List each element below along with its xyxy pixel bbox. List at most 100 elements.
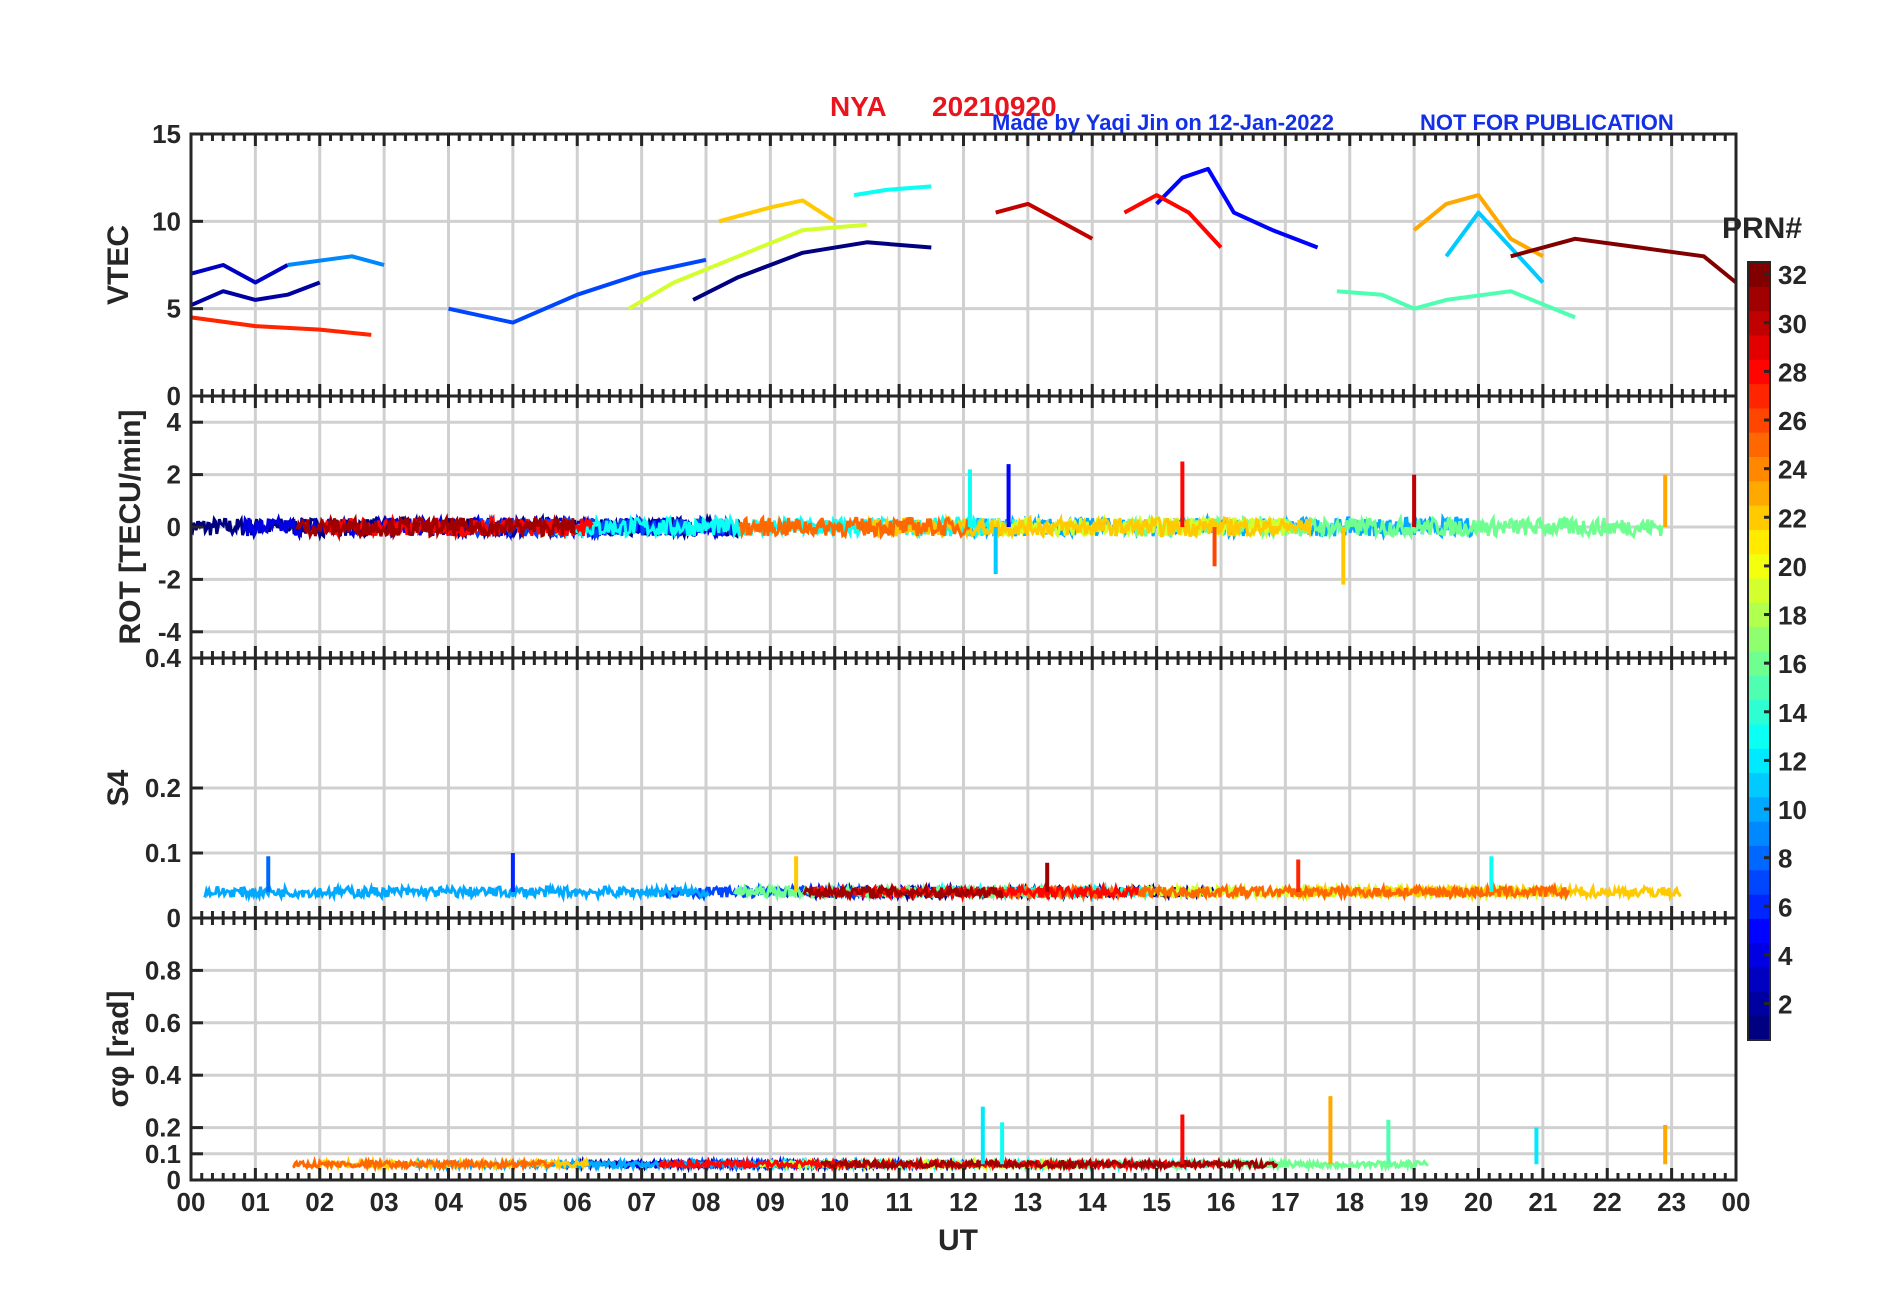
x-tick-label: 23: [1657, 1187, 1686, 1217]
series-line: [287, 254, 385, 267]
colorbar-segment: [1748, 262, 1770, 287]
colorbar-segment: [1748, 991, 1770, 1017]
noise-trace: [295, 512, 576, 541]
colorbar-tick-label: 8: [1778, 844, 1792, 874]
colorbar-segment: [1748, 845, 1770, 871]
colorbar-segment: [1748, 407, 1770, 433]
y-tick-label: 0.4: [145, 1060, 182, 1090]
series-line: [1444, 210, 1545, 284]
y-axis-label: σφ [rad]: [102, 991, 135, 1108]
series-line: [190, 263, 289, 285]
colorbar-segment: [1748, 675, 1770, 701]
y-tick-label: 0.6: [145, 1008, 181, 1038]
x-tick-label: 07: [627, 1187, 656, 1217]
colorbar-segment: [1748, 286, 1770, 312]
colorbar-tick-label: 32: [1778, 260, 1807, 290]
colorbar-segment: [1748, 359, 1770, 385]
x-tick-label: 02: [305, 1187, 334, 1217]
y-axis-label: ROT [TECU/min]: [114, 410, 147, 645]
colorbar-segment: [1748, 699, 1770, 725]
colorbar-title: PRN#: [1722, 212, 1802, 245]
colorbar-segment: [1748, 869, 1770, 895]
y-tick-label: 0.2: [145, 773, 181, 803]
colorbar-tick-label: 22: [1778, 503, 1807, 533]
colorbar-tick-label: 18: [1778, 601, 1807, 631]
x-tick-labels: 00 01 02 03 04 05 06 07 08 09 10 11 12 13 14 15 16 17 18 19…: [177, 1187, 1751, 1217]
x-tick-label: 11: [885, 1187, 913, 1217]
series-line: [995, 201, 1094, 241]
colorbar-segment: [1748, 918, 1770, 944]
series-line: [1336, 289, 1576, 320]
colorbar-segment: [1748, 821, 1770, 846]
noise-trace: [203, 881, 710, 903]
colorbar-segment: [1748, 456, 1770, 482]
colorbar-segment: [1748, 748, 1770, 774]
colorbar-tick-label: 14: [1778, 698, 1807, 728]
x-tick-label: 13: [1013, 1187, 1042, 1217]
y-tick-label: 2: [167, 460, 181, 490]
y-tick-label: 0.2: [145, 1113, 181, 1143]
colorbar-segment: [1748, 796, 1770, 822]
panel-s4: 0 0.1 0.2 0.4 S4: [102, 643, 1738, 933]
y-tick-label: 5: [167, 294, 181, 324]
colorbar-tick-label: 12: [1778, 746, 1807, 776]
title-date: 20210920: [932, 91, 1057, 122]
colorbar-tick-label: 24: [1778, 455, 1807, 485]
notice-text: NOT FOR PUBLICATION: [1420, 110, 1674, 135]
series-line: [718, 198, 836, 224]
y-tick-label: 0: [167, 512, 181, 542]
series-line: [1510, 236, 1738, 285]
y-tick-label: -2: [158, 564, 181, 594]
panel-vtec: 0 5 10 15 VTEC: [102, 119, 1738, 411]
x-tick-label: 05: [498, 1187, 527, 1217]
noise-trace: [802, 881, 1005, 902]
x-tick-label: 12: [949, 1187, 978, 1217]
x-tick-label: 17: [1271, 1187, 1300, 1217]
y-tick-label: 0.4: [145, 643, 182, 673]
panel-sigma-phi: 00.10.2 0.4 0.6 0.8 σφ [rad]: [102, 916, 1738, 1195]
x-tick-label: 08: [692, 1187, 721, 1217]
x-tick-label: 20: [1464, 1187, 1493, 1217]
series-line: [1155, 166, 1319, 250]
y-tick-label: 0: [167, 903, 181, 933]
series-line: [692, 240, 932, 302]
x-axis-label: UT: [938, 1224, 978, 1257]
colorbar-segment: [1748, 967, 1770, 992]
y-tick-label: 0.1: [145, 1139, 181, 1169]
series-line: [853, 184, 932, 198]
colorbar-tick-label: 2: [1778, 990, 1792, 1020]
colorbar-tick-label: 10: [1778, 795, 1807, 825]
x-tick-label: 03: [370, 1187, 399, 1217]
y-tick-label: -4: [158, 617, 182, 647]
colorbar-tick-label: 4: [1778, 941, 1793, 971]
colorbar-segment: [1748, 334, 1770, 360]
x-tick-label: 00: [1722, 1187, 1751, 1217]
y-tick-label: 0: [167, 381, 181, 411]
colorbar-segment: [1748, 529, 1770, 555]
x-tick-label: 22: [1593, 1187, 1622, 1217]
series-line: [1123, 193, 1223, 249]
x-tick-label: 14: [1078, 1187, 1107, 1217]
colorbar-tick-label: 16: [1778, 649, 1807, 679]
noise-trace: [733, 881, 1099, 903]
series-line: [448, 257, 707, 325]
credit-text: Made by Yaqi Jin on 12-Jan-2022: [992, 110, 1334, 135]
colorbar-segment: [1748, 1015, 1770, 1041]
colorbar-segment: [1748, 942, 1770, 968]
series-line: [190, 315, 372, 337]
y-tick-label: 4: [167, 407, 182, 437]
colorbar-segment: [1748, 651, 1770, 676]
x-tick-label: 06: [563, 1187, 592, 1217]
y-tick-label: 0.8: [145, 955, 181, 985]
panel-rot: -4 -2 0 2 4 ROT [TECU/min]: [114, 394, 1738, 660]
series-line: [627, 222, 868, 311]
noise-trace: [819, 1156, 1279, 1173]
colorbar-segment: [1748, 723, 1770, 749]
colorbar-segment: [1748, 480, 1770, 506]
colorbar-segment: [1748, 602, 1770, 628]
x-tick-label: 19: [1400, 1187, 1429, 1217]
x-tick-label: 18: [1335, 1187, 1364, 1217]
colorbar-segment: [1748, 553, 1770, 579]
